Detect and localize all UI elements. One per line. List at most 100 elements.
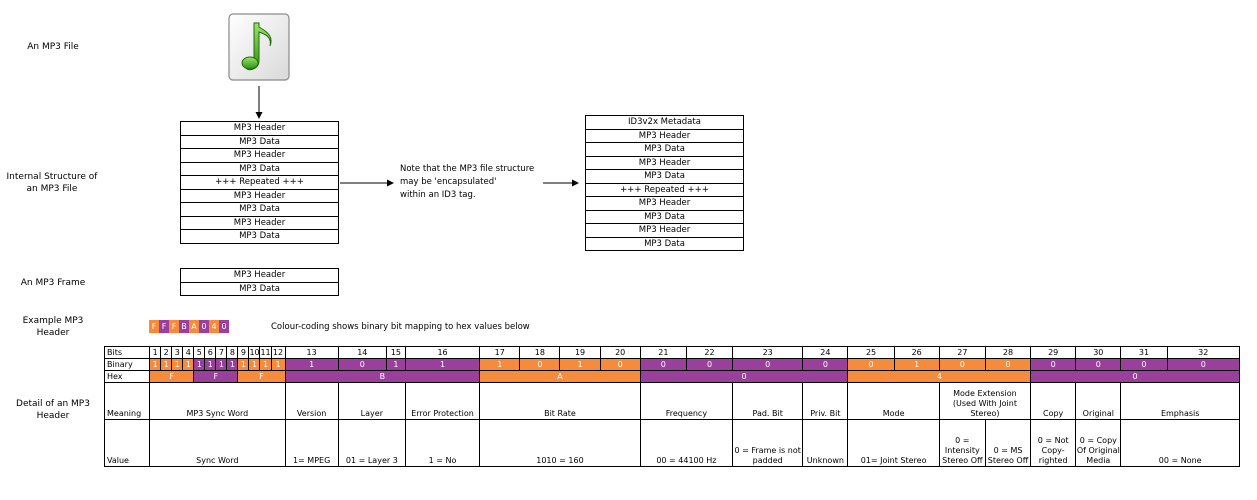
value-bit-rate: 1010 = 160 [479, 419, 641, 467]
binary-bit: 1 [559, 358, 601, 371]
binary-bit: 1 [204, 358, 217, 371]
binary-bit: 1 [284, 358, 339, 371]
binary-bit: 0 [847, 358, 895, 371]
binary-bit: 0 [599, 358, 641, 371]
binary-bit: 1 [193, 358, 206, 371]
id3-structure-stack: ID3v2x Metadata MP3 Header MP3 Data MP3 Hea… [585, 115, 744, 251]
meaning-error-protection: Error Protection [404, 382, 481, 420]
binary-bit: 1 [171, 358, 184, 371]
label-internal-structure: Internal Structure of an MP3 File [6, 172, 98, 194]
internal-structure-stack: MP3 Header MP3 Data MP3 Header MP3 Data +++ … [180, 121, 339, 244]
internal-stack-row: MP3 Header [181, 217, 338, 230]
meaning-pad-bit: Pad. Bit [732, 382, 804, 420]
hex-nibble: 4 [847, 370, 1032, 383]
hex-nibble: 0 [639, 370, 849, 383]
value-pad-bit: 0 = Frame is not padded [732, 419, 804, 467]
music-file-icon [228, 13, 290, 81]
meaning-mode: Mode [847, 382, 940, 420]
bit-number: 9 [237, 346, 250, 359]
example-hex-digit: A [189, 320, 199, 333]
bit-number: 32 [1166, 346, 1241, 359]
mp3-frame-stack: MP3 Header MP3 Data [180, 268, 339, 296]
row-label-hex: Hex [103, 370, 151, 383]
meaning-mode-extension: Mode Extension (Used With Joint Stereo) [938, 382, 1032, 420]
binary-bit: 1 [149, 358, 162, 371]
value-sync-word: Sync Word [149, 419, 286, 467]
bit-number: 26 [893, 346, 940, 359]
example-hex-digit: 0 [219, 320, 229, 333]
meaning-original: Original [1075, 382, 1122, 420]
internal-stack-row: MP3 Data [181, 163, 338, 176]
internal-stack-row: MP3 Data [181, 203, 338, 217]
bit-number: 3 [171, 346, 184, 359]
binary-bit: 1 [404, 358, 481, 371]
example-hex-digit: 4 [209, 320, 219, 333]
example-hex-digit: F [169, 320, 179, 333]
bit-number: 17 [479, 346, 521, 359]
binary-bit: 1 [259, 358, 272, 371]
binary-bit: 0 [732, 358, 804, 371]
binary-bit: 1 [385, 358, 406, 371]
bit-number: 23 [732, 346, 804, 359]
row-label-binary: Binary [103, 358, 151, 371]
id3-stack-row: MP3 Data [586, 238, 743, 251]
bit-number: 8 [226, 346, 239, 359]
note-line: Note that the MP3 file structure [400, 164, 535, 174]
meaning-frequency: Frequency [639, 382, 734, 420]
binary-bit: 1 [270, 358, 286, 371]
label-mp3-file: An MP3 File [27, 42, 79, 52]
binary-bit: 0 [1166, 358, 1241, 371]
bit-number: 2 [160, 346, 173, 359]
id3-stack-row: MP3 Header [586, 224, 743, 238]
value-original: 0 = Copy Of Original Media [1075, 419, 1122, 467]
meaning-sync-word: MP3 Sync Word [149, 382, 286, 420]
hex-nibble: F [149, 370, 195, 383]
hex-nibble: F [237, 370, 286, 383]
row-label-value: Value [103, 419, 151, 467]
hex-nibble: B [284, 370, 481, 383]
hex-nibble: F [193, 370, 239, 383]
id3-stack-row: MP3 Header [586, 197, 743, 211]
binary-bit: 1 [226, 358, 239, 371]
bit-number: 13 [284, 346, 339, 359]
id3-stack-row: MP3 Header [586, 157, 743, 170]
bit-number: 22 [685, 346, 734, 359]
binary-bit: 0 [519, 358, 561, 371]
hex-nibble: A [479, 370, 641, 383]
note-line: may be 'encapsulated' [400, 177, 497, 187]
bit-number: 1 [149, 346, 162, 359]
binary-bit: 0 [1075, 358, 1122, 371]
binary-bit: 1 [893, 358, 940, 371]
hex-nibble: 0 [1030, 370, 1240, 383]
meaning-priv-bit: Priv. Bit [802, 382, 849, 420]
value-intensity-stereo: 0 = Intensity Stereo Off [938, 419, 986, 467]
binary-bit: 0 [984, 358, 1032, 371]
bit-number: 7 [215, 346, 228, 359]
bit-number: 11 [259, 346, 272, 359]
bit-number: 25 [847, 346, 895, 359]
bit-number: 5 [193, 346, 206, 359]
id3-stack-row: MP3 Data [586, 143, 743, 157]
bit-number: 18 [519, 346, 561, 359]
example-hex-digit: B [179, 320, 189, 333]
value-error-protection: 1 = No [404, 419, 481, 467]
binary-bit: 0 [639, 358, 687, 371]
meaning-copy: Copy [1030, 382, 1077, 420]
value-copy: 0 = Not Copy-righted [1030, 419, 1077, 467]
colour-coding-note: Colour-coding shows binary bit mapping t… [271, 322, 530, 332]
value-priv-bit: Unknown [802, 419, 849, 467]
row-label-meaning: Meaning [103, 382, 151, 420]
bit-number: 20 [599, 346, 641, 359]
value-version: 1= MPEG [284, 419, 339, 467]
frame-stack-row: MP3 Data [181, 283, 338, 296]
bit-number: 21 [639, 346, 687, 359]
example-hex-digit: F [149, 320, 159, 333]
bit-number: 31 [1120, 346, 1168, 359]
bit-number: 19 [559, 346, 601, 359]
bit-number: 16 [404, 346, 481, 359]
value-ms-stereo: 0 = MS Stereo Off [984, 419, 1032, 467]
row-label-bits: Bits [103, 346, 151, 359]
bit-number: 24 [802, 346, 849, 359]
meaning-version: Version [284, 382, 339, 420]
